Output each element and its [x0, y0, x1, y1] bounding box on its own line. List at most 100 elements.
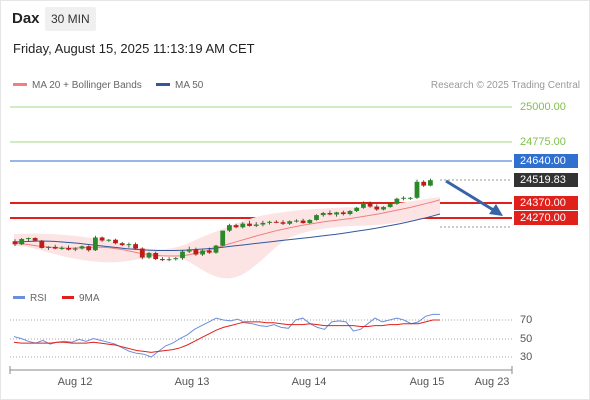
rsi-line [13, 313, 440, 358]
date-label-aug14: Aug 14 [291, 376, 327, 388]
ma20-line [13, 199, 441, 257]
candle-up [93, 237, 98, 251]
candle-down [32, 238, 38, 241]
candle-up [387, 203, 393, 208]
forecast-arrow-head [489, 204, 503, 216]
candle-down [340, 212, 346, 215]
candle-down [367, 202, 373, 207]
candle-down [86, 246, 92, 251]
candle-up [407, 197, 413, 199]
price-tag-24370: 24370.00 [514, 196, 578, 210]
candle-down [39, 240, 45, 248]
legend-ma50: MA 50 [156, 80, 203, 91]
rsi-legend: RSI [13, 293, 47, 304]
candle-up [106, 239, 112, 241]
ma50-line [13, 213, 441, 251]
candles-group [12, 178, 433, 262]
candle-up [46, 246, 51, 248]
candle-down [119, 243, 125, 246]
price-label-24775: 24775.00 [520, 136, 566, 148]
candle-down [421, 181, 427, 186]
candle-up [26, 238, 31, 240]
candle-up [240, 223, 246, 228]
ma50-label: MA 50 [175, 80, 204, 91]
candle-up [320, 212, 326, 216]
candle-up [227, 225, 232, 231]
candle-down [374, 206, 380, 210]
candle-up [361, 202, 366, 208]
candle-up [294, 220, 299, 222]
ma50-swatch [156, 82, 170, 86]
ma20-label: MA 20 + Bollinger Bands [32, 80, 142, 91]
candle-down [300, 220, 306, 224]
rsi-axis-30: 30 [520, 351, 533, 363]
candle-up [19, 238, 25, 245]
candle-up [213, 245, 219, 253]
price-tag-24270: 24270.00 [514, 211, 578, 225]
candle-down [66, 247, 71, 250]
rsi-axis-70: 70 [520, 314, 533, 326]
price-label-25000: 25000.00 [520, 101, 566, 113]
legend-ma20: MA 20 + Bollinger Bands [13, 80, 142, 91]
candle-up [394, 198, 400, 204]
timeframe-selector[interactable]: 30 MIN [45, 7, 96, 31]
candle-up [287, 221, 293, 224]
candle-up [314, 215, 319, 220]
bollinger-band [14, 197, 440, 279]
rsi-ma-swatch [62, 295, 74, 299]
price-tag-24640: 24640.00 [514, 154, 578, 168]
candle-up [166, 259, 172, 261]
candle-up [146, 252, 152, 258]
ma20-swatch [13, 82, 27, 86]
candle-down [247, 223, 252, 226]
date-label-aug15: Aug 15 [409, 376, 445, 388]
candle-down [52, 246, 58, 249]
rsi-ma-line [13, 319, 440, 353]
candle-up [347, 211, 353, 215]
candle-up [200, 250, 205, 255]
candle-up [126, 244, 132, 246]
candle-down [133, 244, 138, 249]
candle-up [186, 249, 192, 252]
date-label-aug13: Aug 13 [174, 376, 210, 388]
rsi-swatch [13, 295, 25, 299]
candle-down [12, 241, 18, 245]
candle-up [401, 197, 406, 199]
candle-down [193, 249, 199, 255]
candle-up [72, 248, 78, 250]
candle-down [99, 237, 105, 241]
candle-up [354, 207, 360, 212]
candle-up [253, 224, 259, 226]
credit-text: Research © 2025 Trading Central [430, 80, 580, 91]
candle-up [180, 251, 185, 259]
candle-down [206, 250, 212, 253]
forecast-arrow-shaft [445, 179, 496, 213]
candle-down [139, 248, 145, 258]
candle-up [334, 212, 339, 215]
price-tag-current: 24519.83 [514, 173, 578, 187]
candle-down [273, 221, 279, 223]
candle-up [381, 207, 386, 210]
candle-up [307, 219, 313, 224]
candle-down [233, 225, 239, 228]
candle-up [59, 247, 65, 249]
candle-up [260, 222, 266, 225]
candle-down [153, 252, 159, 260]
candle-up [79, 246, 85, 249]
candle-down [160, 259, 165, 261]
candle-down [113, 239, 118, 244]
rsi-legend-label: RSI [30, 293, 47, 304]
candle-up [220, 230, 226, 246]
rsi-ma-legend: 9MA [62, 293, 100, 304]
rsi-axis-50: 50 [520, 333, 533, 345]
candle-up [173, 258, 179, 260]
date-label-aug23: Aug 23 [474, 376, 510, 388]
candle-up [267, 221, 272, 223]
candle-down [280, 222, 286, 224]
candle-up [414, 181, 420, 198]
candle-up [428, 180, 433, 186]
report-datetime: Friday, August 15, 2025 11:13:19 AM CET [13, 41, 255, 56]
date-label-aug12: Aug 12 [57, 376, 93, 388]
instrument-title: Dax [12, 10, 40, 27]
